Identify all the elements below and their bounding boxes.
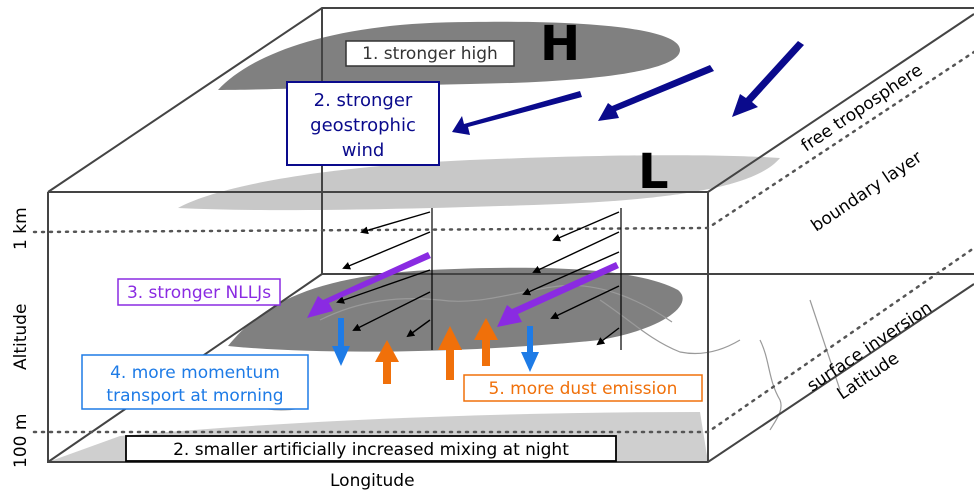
momentum-arrow-1 [332, 318, 350, 366]
box-mixing-night-text: 2. smaller artificially increased mixing… [173, 440, 569, 460]
box-stronger-nlljs-text: 3. stronger NLLJs [127, 283, 271, 303]
box-momentum-line2: transport at morning [106, 386, 283, 406]
box-geostrophic-line1: 2. stronger [314, 90, 413, 111]
box-geostrophic-line2: geostrophic [310, 115, 416, 136]
momentum-arrow-2 [521, 326, 539, 372]
box-stronger-nlljs [117, 278, 281, 306]
low-pressure-label: L [638, 144, 669, 200]
geostrophic-arrow-2 [598, 65, 714, 121]
box-momentum-line1: 4. more momentum [110, 363, 280, 383]
momentum-arrows [332, 318, 539, 372]
nllj-arrow-left [307, 252, 431, 318]
longitude-axis-label: Longitude [330, 471, 415, 491]
altitude-axis-label: Altitude [11, 304, 31, 370]
free-troposphere-label: free troposphere [798, 60, 927, 156]
high-pressure-label: H [540, 16, 580, 72]
tick-1km-label: 1 km [11, 207, 31, 250]
wind-profile-arrows [336, 211, 620, 346]
tick-100m-label: 100 m [11, 414, 31, 468]
nllj-arrow-right [497, 262, 619, 327]
geostrophic-wind-arrows [452, 41, 804, 135]
low-pressure-shading [178, 155, 780, 211]
boundary-layer-label: boundary layer [808, 147, 926, 236]
dust-arrow-1 [375, 340, 399, 384]
box-dust-emission-text: 5. more dust emission [489, 379, 678, 399]
box-stronger-high [345, 40, 515, 67]
dust-arrow-3 [474, 318, 498, 366]
box-mixing-night [125, 435, 617, 462]
nllj-arrows [307, 252, 619, 327]
box-momentum-transport [81, 354, 309, 410]
box-geostrophic-line3: wind [342, 140, 385, 161]
dust-arrow-2 [438, 326, 462, 380]
geostrophic-arrow-3 [732, 41, 804, 117]
profile-lines [431, 208, 622, 350]
dust-arrows [375, 318, 498, 384]
box-dust-emission [463, 374, 703, 402]
geostrophic-arrow-1 [452, 91, 582, 135]
box-geostrophic-wind [286, 81, 440, 166]
box-stronger-high-text: 1. stronger high [362, 44, 498, 64]
level-dotted-lines [32, 50, 974, 434]
